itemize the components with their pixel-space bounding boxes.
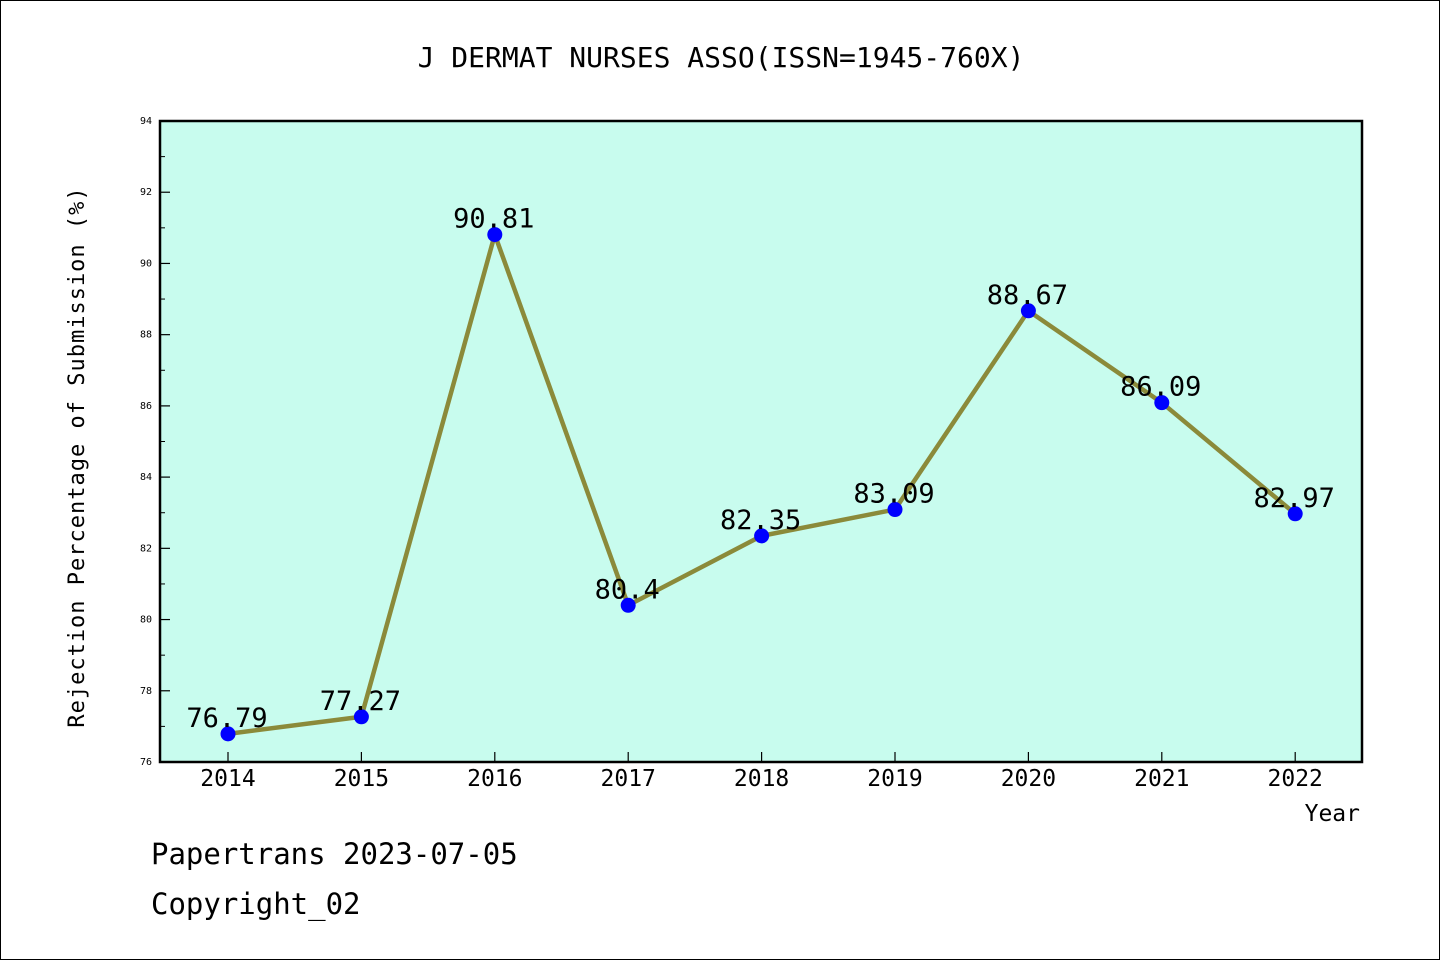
data-point bbox=[1154, 395, 1170, 411]
x-tick-label: 2018 bbox=[734, 766, 789, 792]
plot-area bbox=[160, 121, 1362, 762]
x-axis-label: Year bbox=[1305, 801, 1360, 827]
chart-title: J DERMAT NURSES ASSO(ISSN=1945-760X) bbox=[418, 41, 1025, 74]
data-point bbox=[1287, 506, 1303, 522]
data-label: 76.79 bbox=[186, 703, 267, 734]
y-tick-label: 88 bbox=[140, 330, 152, 341]
data-label: 82.35 bbox=[720, 505, 801, 536]
data-label: 86.09 bbox=[1120, 372, 1201, 403]
data-point bbox=[353, 709, 369, 725]
data-label: 83.09 bbox=[853, 479, 934, 510]
x-tick-label: 2019 bbox=[867, 766, 922, 792]
data-point bbox=[220, 726, 236, 742]
footer-copyright: Copyright_02 bbox=[151, 887, 361, 922]
footer-date: Papertrans 2023-07-05 bbox=[151, 837, 518, 871]
data-point bbox=[754, 528, 770, 544]
x-tick-label: 2015 bbox=[334, 766, 389, 792]
y-tick-label: 90 bbox=[140, 258, 152, 269]
data-point bbox=[620, 597, 636, 613]
y-tick-label: 86 bbox=[140, 401, 152, 412]
y-tick-label: 92 bbox=[140, 187, 152, 198]
y-tick-label: 94 bbox=[140, 116, 152, 127]
y-tick-label: 78 bbox=[140, 686, 152, 697]
data-label: 82.97 bbox=[1254, 483, 1335, 514]
data-point bbox=[887, 502, 903, 518]
plot-border bbox=[158, 119, 1364, 764]
x-tick-label: 2014 bbox=[200, 766, 255, 792]
x-axis: 2014 2015 2016 2017 2018 2019 2020 2021 2022 bbox=[200, 752, 1323, 792]
data-point bbox=[487, 227, 503, 243]
y-axis: 76 78 80 82 84 86 88 90 92 94 bbox=[140, 116, 170, 768]
y-axis-label: Rejection Percentage of Submission (%) bbox=[65, 186, 90, 727]
x-tick-label: 2021 bbox=[1134, 766, 1189, 792]
y-tick-label: 80 bbox=[140, 615, 152, 626]
data-labels: 76.79 77.27 90.81 80.4 82.35 83.09 88.67 86.09 8… bbox=[186, 204, 1334, 734]
x-tick-label: 2022 bbox=[1268, 766, 1323, 792]
x-tick-label: 2020 bbox=[1001, 766, 1056, 792]
x-tick-label: 2016 bbox=[467, 766, 522, 792]
data-point bbox=[1020, 303, 1036, 319]
y-tick-label: 82 bbox=[140, 543, 152, 554]
data-label: 90.81 bbox=[453, 204, 534, 235]
y-tick-label: 84 bbox=[140, 472, 152, 483]
x-tick-label: 2017 bbox=[601, 766, 656, 792]
data-label: 88.67 bbox=[987, 280, 1068, 311]
data-label: 80.4 bbox=[595, 574, 660, 605]
data-label: 77.27 bbox=[320, 686, 401, 717]
series bbox=[220, 227, 1303, 742]
y-tick-label: 76 bbox=[140, 757, 152, 768]
